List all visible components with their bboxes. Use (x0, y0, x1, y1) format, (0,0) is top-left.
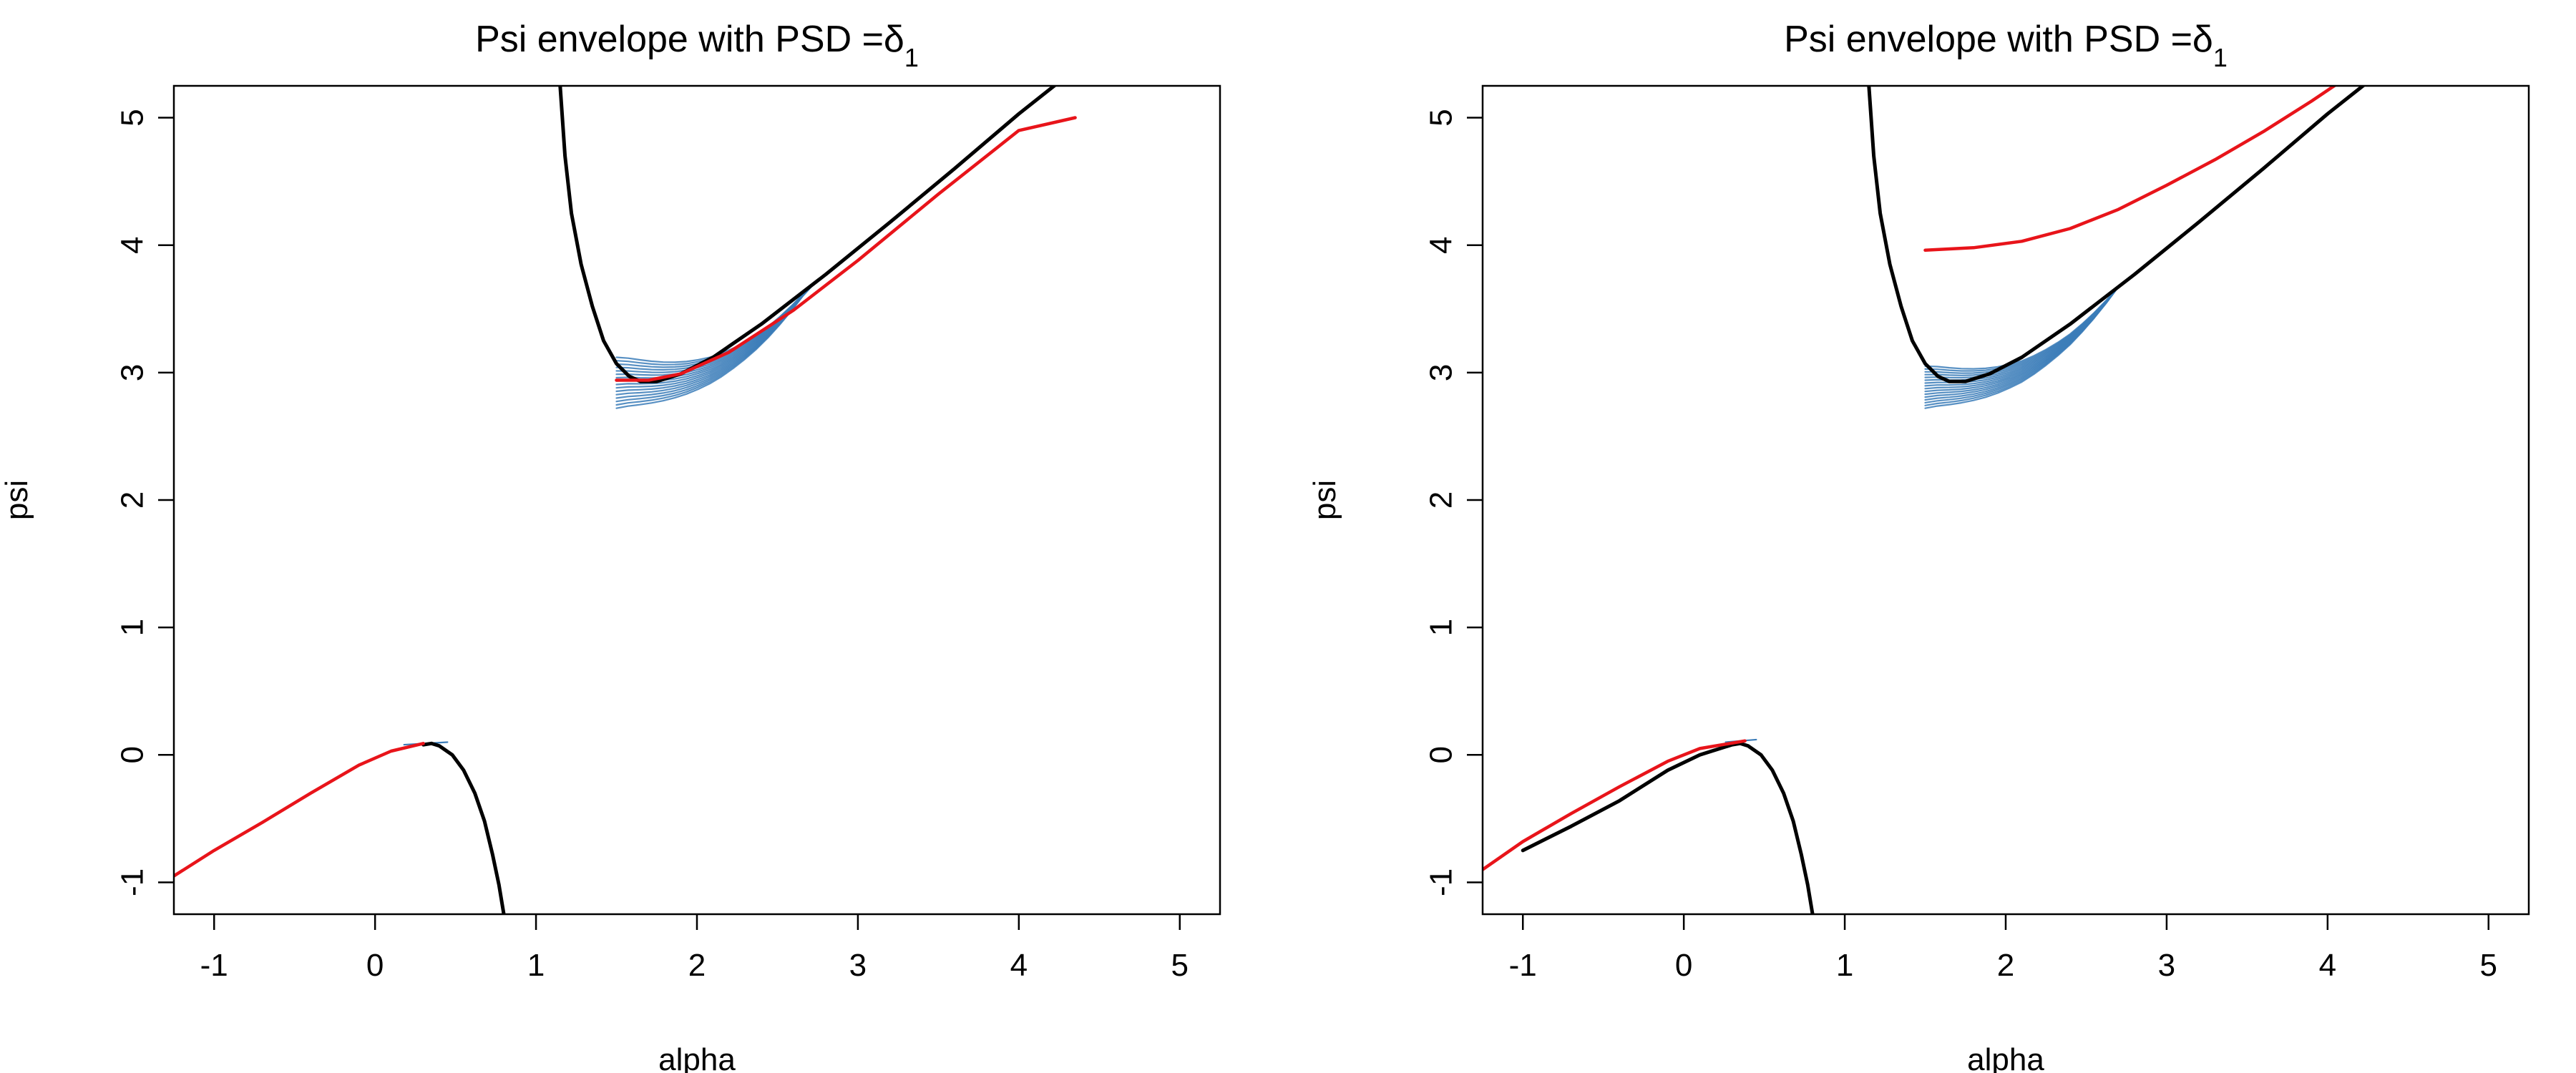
y-tick-label: 3 (1424, 364, 1459, 381)
y-tick-label: 1 (115, 619, 150, 636)
sample-curve (615, 86, 1056, 406)
y-tick-label: 1 (1424, 619, 1459, 636)
sample-curve (615, 86, 1056, 396)
sample-curve (615, 86, 1056, 382)
chart-title-text: Psi envelope with PSD =δ (475, 19, 904, 60)
x-tick-label: 2 (1997, 948, 2014, 983)
sample-curve-band (403, 86, 1056, 746)
y-tick-label: 5 (1424, 109, 1459, 126)
x-tick-label: 4 (2319, 948, 2336, 983)
sample-curve (1924, 86, 2365, 396)
sample-curve (1924, 86, 2365, 372)
x-tick-label: 0 (1675, 948, 1692, 983)
chart-title: Psi envelope with PSD =δ1 (1784, 19, 2228, 72)
chart-title: Psi envelope with PSD =δ1 (475, 19, 919, 72)
sample-curve (615, 86, 1056, 386)
sample-curve (1924, 86, 2365, 398)
envelope-lower-line (421, 741, 506, 914)
x-tick-label: 5 (1171, 948, 1189, 983)
x-tick-label: 3 (849, 948, 867, 983)
plot-area (1483, 86, 2366, 914)
sample-curve (615, 86, 1056, 403)
x-tick-label: 3 (2158, 948, 2175, 983)
sample-curve (615, 86, 1056, 368)
x-tick-label: 2 (688, 948, 706, 983)
sample-curve (1924, 86, 2365, 406)
sample-curve (1924, 86, 2365, 376)
fit-lower-line (174, 742, 425, 878)
x-tick-label: -1 (1509, 948, 1537, 983)
x-tick-label: -1 (200, 948, 228, 983)
sample-curve (1924, 86, 2365, 390)
sample-curve (1924, 86, 2365, 379)
fit-lower-line (1483, 739, 1747, 871)
x-tick-label: 5 (2480, 948, 2497, 983)
y-tick-label: 4 (1424, 236, 1459, 253)
sample-curve (615, 86, 1056, 393)
x-tick-label: 1 (527, 948, 545, 983)
sample-curve (1924, 86, 2365, 409)
y-tick-label: 0 (115, 746, 150, 763)
plot-frame (1481, 84, 2530, 916)
y-tick-label: 2 (1424, 491, 1459, 509)
y-axis-label: psi (1307, 480, 1342, 520)
y-tick-label: 0 (1424, 746, 1459, 763)
chart-title-text: Psi envelope with PSD =δ (1784, 19, 2213, 60)
sample-curve (1924, 86, 2365, 370)
sample-curve (615, 86, 1056, 373)
sample-curve (615, 86, 1056, 389)
x-tick-label: 1 (1836, 948, 1853, 983)
y-axis-label: psi (0, 480, 34, 520)
y-tick-label: 3 (115, 364, 150, 381)
x-axis-label: alpha (1967, 1042, 2044, 1073)
sample-curve-band (1724, 86, 2365, 743)
chart-title-subscript: 1 (904, 43, 919, 72)
sample-curve (1924, 86, 2365, 403)
sample-curve (615, 86, 1056, 366)
sample-curve (1924, 86, 2365, 384)
sample-curve (615, 86, 1056, 376)
envelope-upper-line (558, 86, 1058, 383)
sample-curve (615, 86, 1056, 363)
chart-title-subscript: 1 (2213, 43, 2228, 72)
x-axis-label: alpha (658, 1042, 736, 1073)
sample-curve (1924, 86, 2365, 393)
envelope-lower-line (1521, 741, 1815, 914)
sample-curve (1924, 86, 2365, 401)
fit-upper-line (615, 116, 1077, 382)
sample-curve (615, 86, 1056, 409)
y-tick-label: 2 (115, 491, 150, 509)
fit-upper-line (1923, 86, 2338, 253)
sample-curve (615, 86, 1056, 399)
sample-curve (615, 86, 1056, 379)
sample-curve (1924, 86, 2365, 381)
sample-curve (1924, 86, 2365, 387)
sample-curve (615, 86, 1056, 371)
x-tick-label: 4 (1010, 948, 1028, 983)
x-tick-label: 0 (366, 948, 384, 983)
y-tick-label: 5 (115, 109, 150, 126)
sample-curve (1924, 86, 2365, 374)
y-tick-label: -1 (115, 868, 150, 896)
y-tick-label: 4 (115, 236, 150, 253)
envelope-upper-line (1867, 86, 2366, 383)
y-tick-label: -1 (1424, 868, 1459, 896)
plot-area (174, 86, 1077, 914)
plot-frame (172, 84, 1221, 916)
